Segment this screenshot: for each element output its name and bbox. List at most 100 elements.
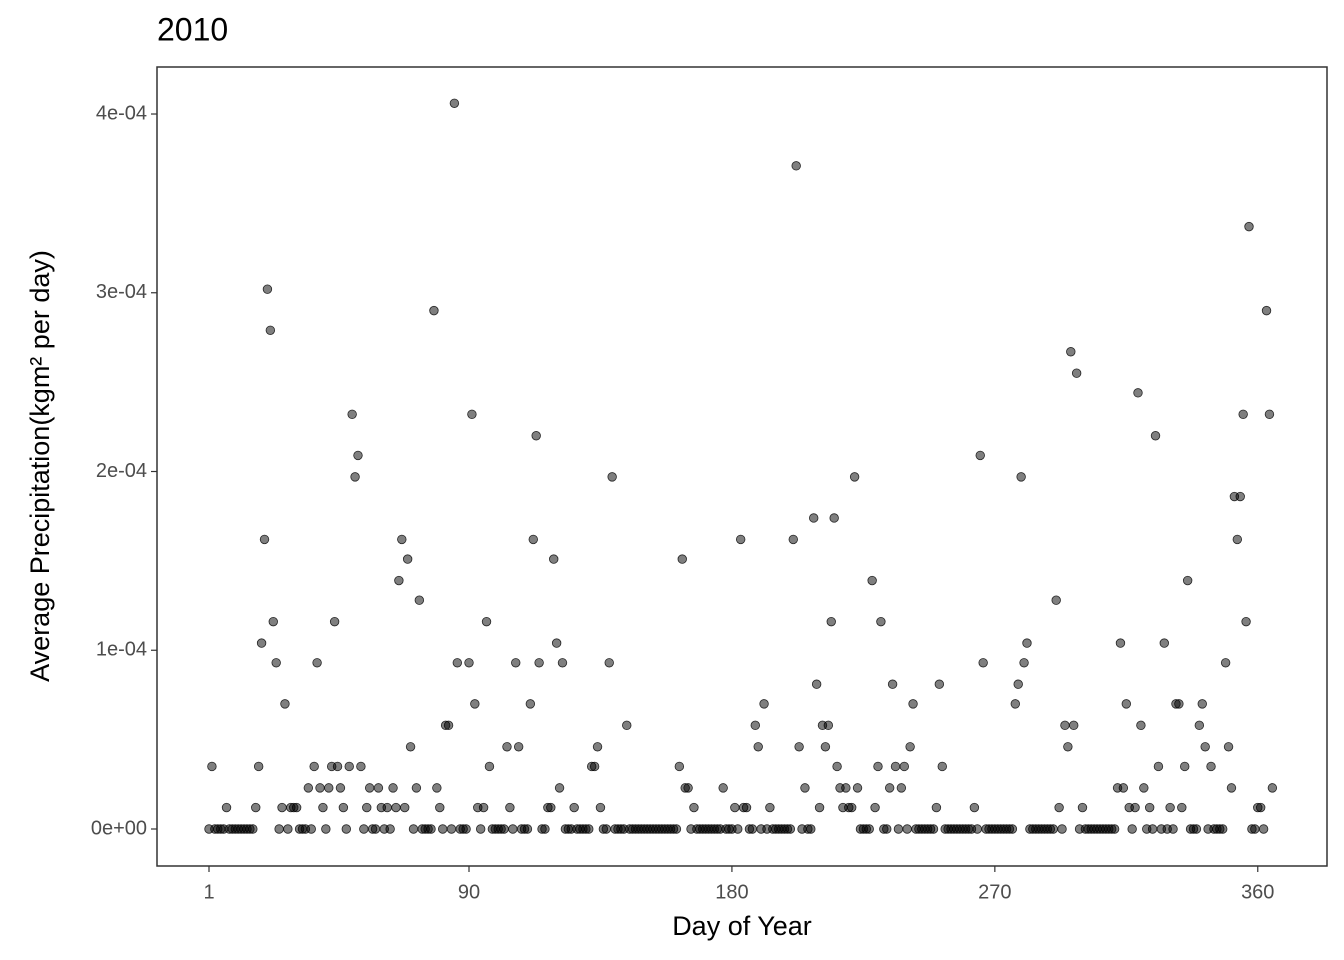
point	[689, 802, 699, 813]
point	[426, 824, 436, 834]
point	[1226, 783, 1237, 793]
x-axis-title: Day of Year	[672, 911, 812, 941]
point	[1191, 824, 1202, 834]
point	[677, 554, 687, 564]
point	[505, 802, 515, 813]
point	[873, 761, 883, 772]
y-tick-label: 0e+00	[91, 817, 147, 839]
point	[353, 450, 363, 461]
point	[557, 658, 568, 668]
point	[1150, 431, 1161, 441]
point	[435, 802, 445, 813]
point	[607, 472, 617, 482]
point	[823, 720, 834, 731]
point	[1069, 720, 1079, 731]
point	[312, 658, 322, 668]
point	[969, 802, 980, 813]
point	[1244, 221, 1254, 232]
point	[534, 658, 544, 668]
point	[1153, 761, 1164, 772]
x-tick-label: 1	[203, 881, 214, 903]
point	[1206, 761, 1216, 772]
point	[394, 575, 404, 586]
point	[309, 761, 319, 772]
point	[1007, 824, 1018, 834]
point	[741, 802, 752, 813]
point	[528, 534, 538, 545]
point	[1165, 802, 1175, 813]
point	[1197, 699, 1207, 709]
point	[1063, 742, 1073, 752]
point	[820, 742, 831, 752]
point	[321, 824, 331, 834]
point	[908, 699, 918, 709]
point	[502, 742, 512, 752]
point	[622, 720, 632, 731]
point	[592, 742, 603, 752]
point	[1174, 699, 1184, 709]
point	[373, 783, 384, 793]
point	[531, 431, 541, 441]
point	[291, 802, 302, 813]
point	[262, 284, 273, 294]
point	[370, 824, 381, 834]
point	[896, 783, 907, 793]
point	[1071, 368, 1082, 378]
point	[788, 534, 798, 545]
point	[1130, 802, 1140, 813]
point	[832, 761, 842, 772]
point	[1019, 658, 1029, 668]
point	[893, 824, 904, 834]
point	[1235, 491, 1245, 502]
point	[478, 802, 489, 813]
point	[251, 802, 261, 813]
point	[1264, 409, 1275, 420]
point	[1013, 679, 1023, 689]
point	[794, 742, 804, 752]
point	[1010, 699, 1020, 709]
point	[382, 802, 392, 813]
point	[265, 325, 276, 335]
point	[791, 161, 801, 171]
point	[362, 802, 372, 813]
point	[356, 761, 366, 772]
point	[604, 658, 614, 668]
point	[388, 783, 398, 793]
point	[730, 802, 740, 813]
point	[589, 761, 600, 772]
point	[884, 783, 895, 793]
point	[207, 761, 217, 772]
point	[1057, 824, 1067, 834]
point	[806, 824, 816, 834]
point	[438, 824, 448, 834]
x-tick-label: 180	[715, 881, 748, 903]
point	[1054, 802, 1064, 813]
point	[1168, 824, 1178, 834]
point	[1200, 742, 1210, 752]
point	[809, 513, 819, 523]
point	[1238, 409, 1248, 420]
point	[747, 824, 758, 834]
point	[461, 824, 471, 834]
point	[1218, 824, 1228, 834]
point	[1232, 534, 1243, 545]
point	[1194, 720, 1205, 731]
point	[405, 742, 416, 752]
point	[1066, 347, 1076, 357]
point	[540, 824, 550, 834]
point	[344, 761, 354, 772]
point	[975, 450, 985, 461]
point	[733, 824, 743, 834]
point	[928, 824, 939, 834]
point	[584, 824, 594, 834]
point	[1136, 720, 1146, 731]
point	[391, 802, 401, 813]
point	[268, 616, 278, 627]
point	[718, 783, 728, 793]
point	[341, 824, 352, 834]
point	[1250, 824, 1260, 834]
point	[972, 824, 983, 834]
point	[467, 409, 477, 420]
y-axis-title: Average Precipitation(kgm² per day)	[25, 250, 55, 682]
